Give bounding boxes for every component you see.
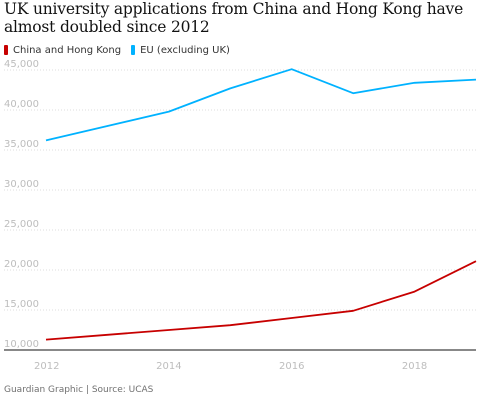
- source-note: Guardian Graphic | Source: UCAS: [4, 385, 154, 395]
- legend-item-china: China and Hong Kong: [4, 45, 121, 56]
- series-line-eu: [45, 68, 477, 142]
- y-axis-labels: 10,000 15,000 20,000 25,000 30,000 35,000 40,0…: [4, 59, 39, 350]
- y-tick-label: 25,000: [4, 219, 39, 230]
- y-tick-label: 30,000: [4, 179, 39, 190]
- y-tick-label: 20,000: [4, 259, 39, 270]
- legend: China and Hong Kong EU (excluding UK): [4, 43, 240, 57]
- x-tick-label: 2016: [279, 361, 304, 372]
- legend-item-eu: EU (excluding UK): [131, 45, 230, 56]
- series-line-china-hong-kong: [45, 260, 477, 341]
- x-tick-label: 2012: [34, 361, 59, 372]
- y-tick-label: 35,000: [4, 139, 39, 150]
- legend-label-eu: EU (excluding UK): [140, 44, 230, 56]
- legend-swatch-china: [4, 45, 8, 55]
- y-tick-label: 10,000: [4, 339, 39, 350]
- x-tick-label: 2014: [156, 361, 181, 372]
- x-axis-labels: 2012 2014 2016 2018: [34, 361, 427, 372]
- y-tick-label: 40,000: [4, 99, 39, 110]
- y-tick-label: 45,000: [4, 59, 39, 70]
- legend-swatch-eu: [131, 45, 136, 55]
- series-lines: [45, 68, 477, 341]
- grid-lines: [4, 69, 476, 351]
- chart-title: UK university applications from China an…: [4, 0, 464, 36]
- y-tick-label: 15,000: [4, 299, 39, 310]
- x-tick-label: 2018: [402, 361, 427, 372]
- legend-label-china: China and Hong Kong: [13, 44, 122, 56]
